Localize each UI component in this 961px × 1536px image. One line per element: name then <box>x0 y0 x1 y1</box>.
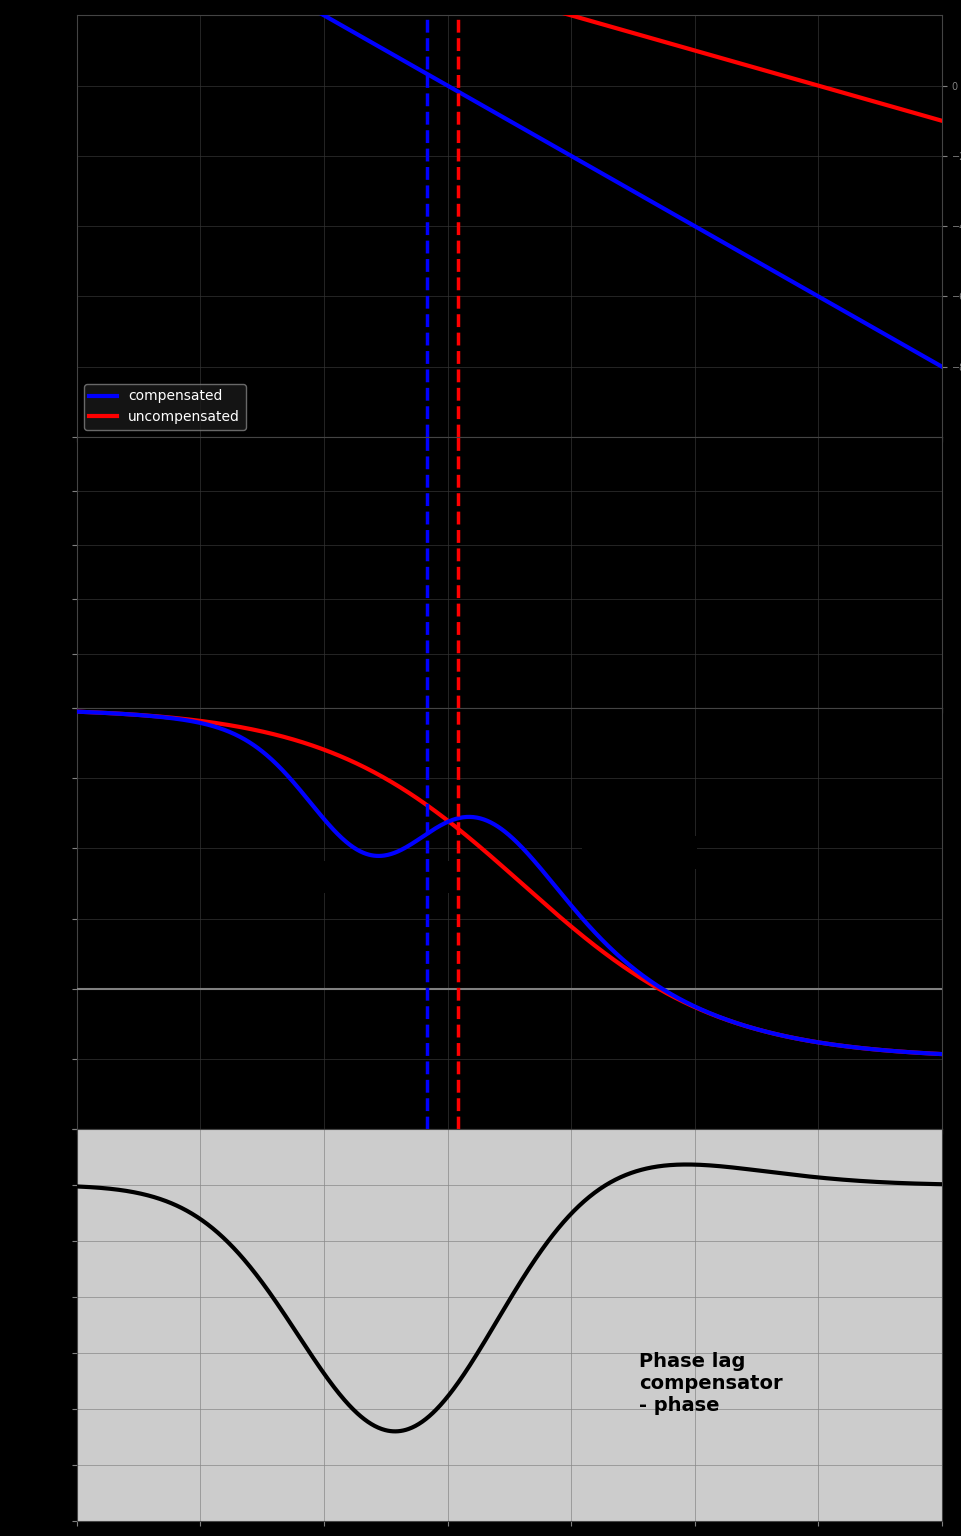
Text: PM
uncompensated: PM uncompensated <box>324 857 461 894</box>
Text: Phase lag
compensator
- phase: Phase lag compensator - phase <box>639 1352 782 1415</box>
Legend: compensated, uncompensated: compensated, uncompensated <box>84 384 246 430</box>
Text: PM
compensated: PM compensated <box>582 822 698 869</box>
